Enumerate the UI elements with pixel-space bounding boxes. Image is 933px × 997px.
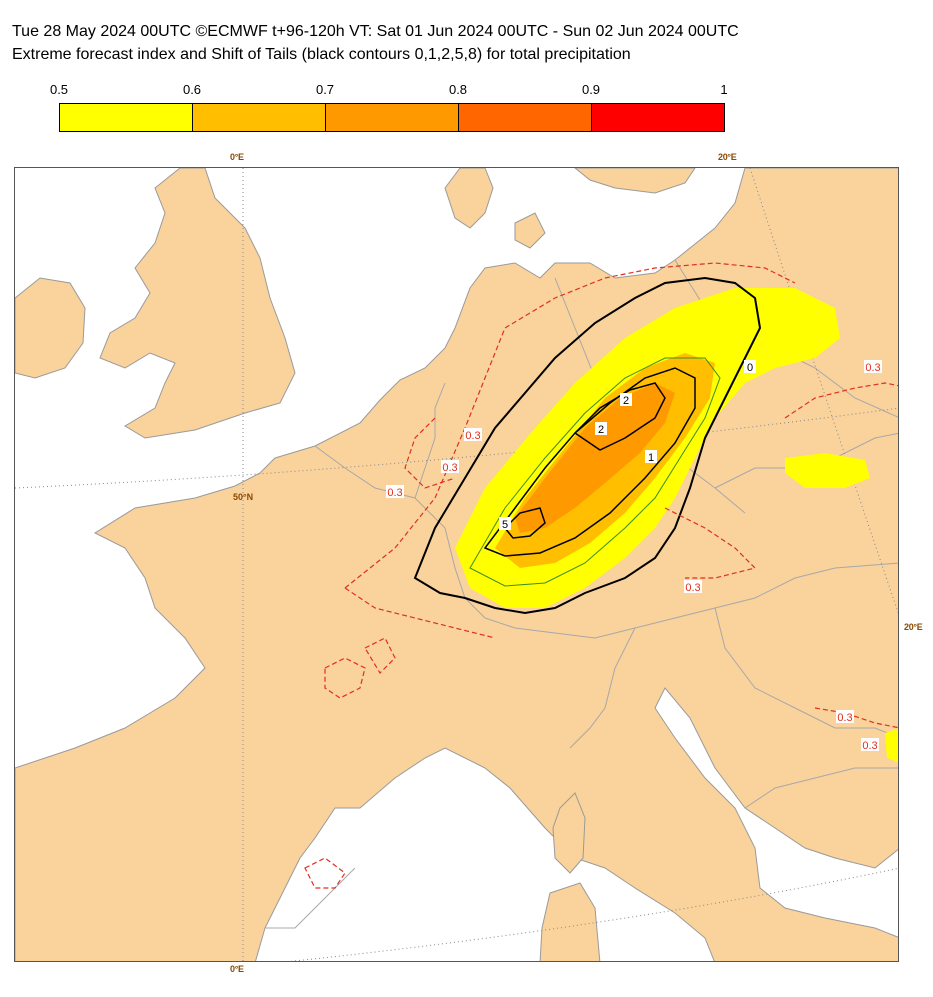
colorbar-segment [326, 104, 459, 131]
colorbar-tick: 0.5 [49, 82, 69, 97]
efi-area-east [785, 453, 870, 488]
land-scandinavia [574, 168, 696, 194]
land-zealand [514, 212, 546, 249]
graticule [15, 168, 898, 961]
colorbar-segment [60, 104, 193, 131]
colorbar [59, 103, 725, 132]
map-panel: 0.3 0.3 0.3 0.3 0.3 0.3 [14, 167, 899, 962]
colorbar-ticks: 0.5 0.6 0.7 0.8 0.9 1 [0, 82, 933, 100]
land-corsica [552, 792, 586, 874]
colorbar-tick: 0.7 [315, 82, 335, 97]
efi-label: 0.3 [837, 712, 852, 724]
sot-contour-2b [503, 507, 546, 539]
title-line-2: Extreme forecast index and Shift of Tail… [12, 46, 631, 63]
efi-label: 0.3 [387, 487, 402, 499]
chart-title: Tue 28 May 2024 00UTC ©ECMWF t+96-120h V… [12, 20, 739, 66]
efi-area-small [885, 728, 898, 763]
colorbar-tick: 1 [720, 82, 728, 97]
efi-label: 0.3 [442, 462, 457, 474]
colorbar-segment [592, 104, 724, 131]
sot-label: 0 [747, 362, 753, 374]
sot-label: 2 [623, 395, 629, 407]
land-ireland [15, 277, 86, 379]
grid-label-top-20e: 20°E [718, 152, 737, 162]
efi-label: 0.3 [865, 362, 880, 374]
grid-label-right-20e: 20°E [904, 622, 923, 632]
land-denmark [444, 168, 494, 229]
contour-labels: 0.3 0.3 0.3 0.3 0.3 0.3 [386, 360, 882, 752]
efi-shading [455, 288, 898, 763]
sot-label: 1 [648, 452, 654, 464]
grid-label-50n: 50°N [233, 492, 253, 502]
efi-label: 0.3 [465, 430, 480, 442]
land-great-britain [99, 168, 296, 439]
colorbar-tick: 0.8 [448, 82, 468, 97]
title-line-1: Tue 28 May 2024 00UTC ©ECMWF t+96-120h V… [12, 23, 739, 40]
colorbar-tick: 0.6 [182, 82, 202, 97]
efi-green-contours [469, 357, 721, 587]
sot-contour-1 [483, 367, 696, 557]
colorbar-tick: 0.9 [581, 82, 601, 97]
map-svg: 0.3 0.3 0.3 0.3 0.3 0.3 [15, 168, 898, 961]
grid-label-top-0e: 0°E [230, 152, 244, 162]
colorbar-segment [193, 104, 326, 131]
colorbar-segment [459, 104, 592, 131]
efi-label: 0.3 [685, 582, 700, 594]
sot-contours [413, 276, 762, 615]
sot-contour-0 [413, 276, 762, 615]
efi-label: 0.3 [862, 740, 877, 752]
efi-area-07 [515, 383, 675, 533]
land-sardinia [539, 882, 601, 961]
sot-label: 2 [598, 424, 604, 436]
grid-label-bottom-0e: 0°E [230, 964, 244, 974]
efi-03-contours [304, 262, 898, 889]
sot-contour-2 [573, 382, 666, 451]
sot-label: 5 [502, 519, 508, 531]
